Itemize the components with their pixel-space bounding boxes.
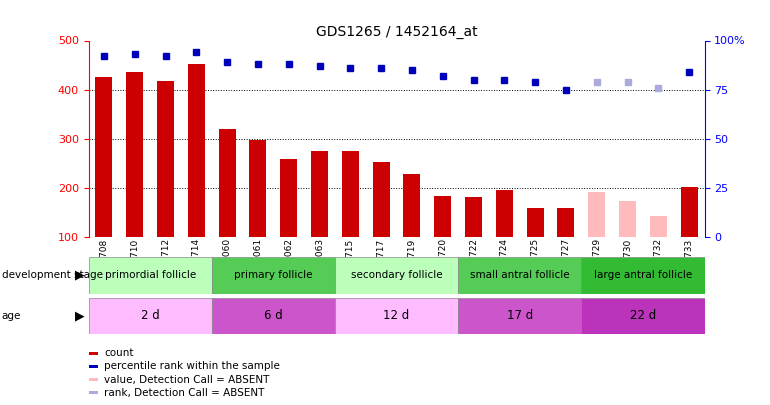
Bar — [89, 391, 99, 394]
Bar — [249, 140, 266, 237]
Text: ▶: ▶ — [75, 269, 85, 282]
Text: count: count — [104, 348, 133, 358]
Bar — [89, 378, 99, 381]
Bar — [557, 209, 574, 237]
Text: development stage: development stage — [2, 271, 102, 280]
Bar — [588, 192, 605, 237]
Bar — [650, 216, 667, 237]
Text: 22 d: 22 d — [630, 309, 656, 322]
Bar — [458, 257, 581, 294]
Text: small antral follicle: small antral follicle — [470, 271, 570, 280]
Bar — [465, 197, 482, 237]
Bar — [311, 151, 328, 237]
Text: large antral follicle: large antral follicle — [594, 271, 692, 280]
Bar — [89, 365, 99, 368]
Text: 12 d: 12 d — [383, 309, 410, 322]
Bar — [126, 72, 143, 237]
Text: rank, Detection Call = ABSENT: rank, Detection Call = ABSENT — [104, 388, 264, 398]
Bar — [496, 190, 513, 237]
Bar — [89, 298, 212, 334]
Bar — [581, 298, 705, 334]
Bar — [527, 209, 544, 237]
Bar — [89, 352, 99, 355]
Text: age: age — [2, 311, 21, 321]
Bar — [219, 129, 236, 237]
Bar — [335, 257, 458, 294]
Bar — [212, 257, 335, 294]
Text: value, Detection Call = ABSENT: value, Detection Call = ABSENT — [104, 375, 270, 384]
Bar — [335, 298, 458, 334]
Text: secondary follicle: secondary follicle — [351, 271, 442, 280]
Bar — [157, 81, 174, 237]
Text: 6 d: 6 d — [264, 309, 283, 322]
Bar — [581, 257, 705, 294]
Bar — [681, 187, 698, 237]
Text: primary follicle: primary follicle — [234, 271, 313, 280]
Title: GDS1265 / 1452164_at: GDS1265 / 1452164_at — [316, 26, 477, 39]
Bar — [373, 162, 390, 237]
Bar — [403, 174, 420, 237]
Bar — [434, 196, 451, 237]
Bar — [188, 64, 205, 237]
Text: percentile rank within the sample: percentile rank within the sample — [104, 361, 280, 371]
Text: ▶: ▶ — [75, 309, 85, 322]
Text: 2 d: 2 d — [141, 309, 159, 322]
Bar — [619, 201, 636, 237]
Bar — [458, 298, 581, 334]
Text: primordial follicle: primordial follicle — [105, 271, 196, 280]
Text: 17 d: 17 d — [507, 309, 533, 322]
Bar — [280, 159, 297, 237]
Bar — [95, 77, 112, 237]
Bar — [342, 151, 359, 237]
Bar — [212, 298, 335, 334]
Bar — [89, 257, 212, 294]
